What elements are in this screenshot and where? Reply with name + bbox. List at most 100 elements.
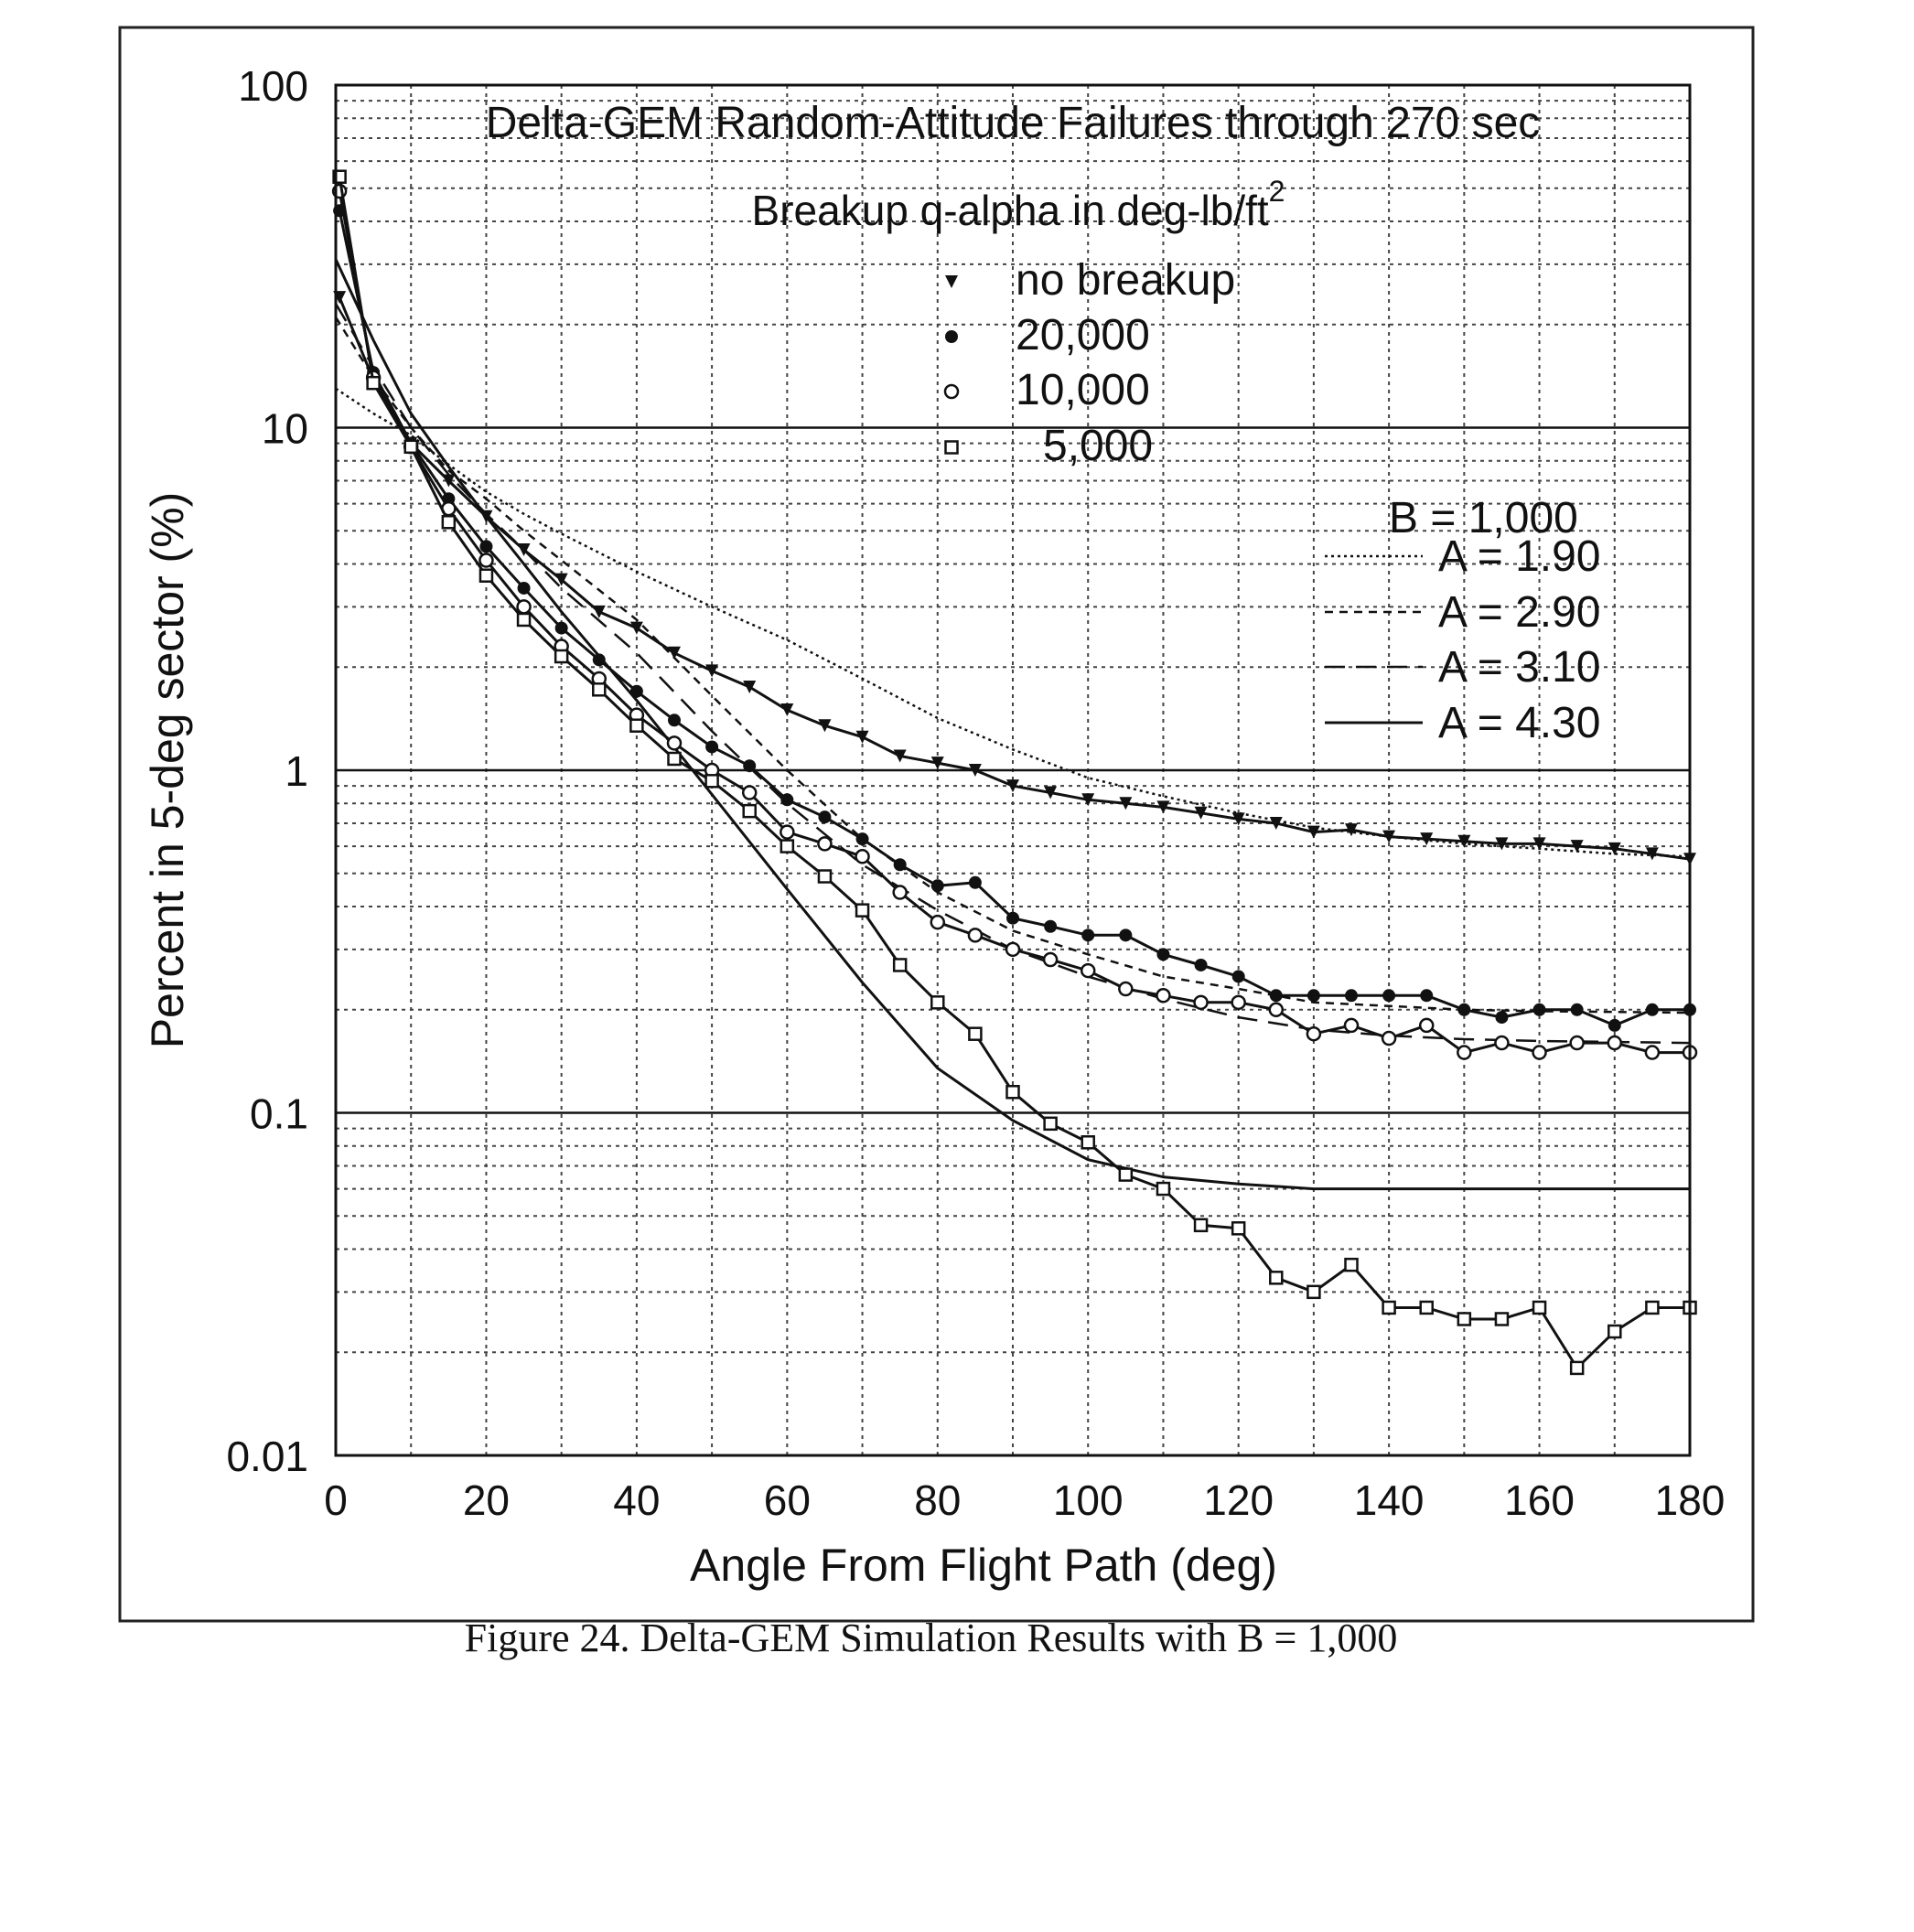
data-point: [516, 612, 532, 628]
data-point: [554, 573, 568, 586]
x-tick-label: 160: [1504, 1476, 1575, 1524]
data-point: [1382, 989, 1396, 1003]
legend-label-20-000: 20,000: [1016, 311, 1150, 360]
data-point: [1044, 919, 1058, 933]
data-point: [1306, 1025, 1322, 1042]
data-point: [892, 958, 908, 972]
data-point: [855, 903, 870, 918]
x-tick-label: 0: [324, 1476, 348, 1524]
legend-marker-5-000: [944, 440, 959, 455]
y-tick-label: 100: [238, 62, 308, 110]
data-point: [517, 543, 531, 557]
data-point: [855, 832, 869, 846]
data-point: [930, 914, 946, 930]
x-tick-label: 140: [1354, 1476, 1425, 1524]
data-point: [930, 879, 944, 893]
data-point: [1532, 1300, 1547, 1315]
legend-label-5-000: 5,000: [1043, 422, 1153, 470]
data-point: [1457, 834, 1471, 848]
data-point: [930, 995, 945, 1010]
data-point: [1042, 951, 1059, 968]
data-point: [1343, 1017, 1360, 1034]
data-point: [1043, 1116, 1058, 1132]
data-point: [1156, 1181, 1171, 1197]
data-point: [479, 510, 493, 523]
data-point: [1306, 1284, 1321, 1300]
data-point: [818, 810, 832, 824]
x-tick-label: 60: [764, 1476, 811, 1524]
data-point: [968, 875, 982, 889]
data-point: [1381, 1030, 1397, 1046]
data-point: [967, 928, 984, 943]
series-20-000: [333, 204, 1696, 1032]
data-point: [1420, 989, 1434, 1003]
data-point: [1118, 1167, 1134, 1182]
data-point: [1532, 1045, 1547, 1060]
data-point: [517, 581, 531, 595]
data-point: [366, 375, 381, 391]
data-point: [1231, 1221, 1246, 1236]
data-point: [1119, 797, 1133, 810]
fit-curve-a-4-30: [334, 258, 1690, 1191]
data-point: [1193, 1218, 1209, 1233]
y-tick-label: 0.1: [250, 1090, 308, 1138]
data-point: [1193, 994, 1209, 1011]
data-point: [478, 553, 494, 568]
data-point: [704, 774, 719, 789]
data-point: [1269, 1271, 1284, 1285]
series-5-000: [332, 169, 1697, 1376]
y-tick-label: 0.01: [226, 1433, 308, 1480]
data-point: [1570, 1003, 1584, 1016]
data-point: [780, 824, 795, 840]
x-tick-label: 100: [1053, 1476, 1124, 1524]
fit-legend-label-a-1-90: A = 1.90: [1438, 532, 1601, 581]
data-point: [1156, 948, 1170, 961]
data-point: [1608, 1018, 1621, 1032]
data-point: [1345, 823, 1358, 837]
data-point: [1644, 1045, 1661, 1060]
data-point: [817, 836, 833, 852]
data-point: [1418, 1017, 1435, 1034]
data-point: [855, 849, 870, 864]
data-point: [705, 664, 719, 678]
data-series: [331, 169, 1698, 1376]
data-point: [1081, 1135, 1095, 1150]
data-point: [1306, 989, 1320, 1003]
y-tick-label: 1: [285, 747, 308, 795]
data-point: [1268, 1002, 1285, 1018]
figure-caption: Figure 24. Delta-GEM Simulation Results …: [464, 1615, 1398, 1660]
data-point: [1231, 812, 1245, 826]
data-point: [1269, 989, 1283, 1003]
legend-marker-20-000: [945, 330, 958, 343]
fit-legend: B = 1,000 A = 1.90 A = 2.90 A = 3.10 A = 4.…: [1325, 494, 1601, 747]
data-point: [629, 718, 644, 733]
data-point: [1006, 779, 1019, 793]
data-point: [817, 869, 833, 884]
data-point: [478, 568, 494, 583]
data-point: [1156, 988, 1171, 1004]
data-point: [1044, 786, 1058, 800]
data-point: [1569, 1360, 1585, 1376]
data-point: [1494, 1035, 1510, 1051]
data-point: [442, 474, 456, 488]
data-point: [1081, 928, 1095, 942]
data-point: [592, 682, 607, 697]
data-point: [1306, 825, 1320, 839]
data-point: [1156, 800, 1170, 814]
chart-title: Delta-GEM Random-Attitude Failures throu…: [486, 99, 1541, 147]
data-point: [1345, 989, 1358, 1003]
data-point: [592, 605, 606, 618]
data-point: [1118, 981, 1134, 997]
data-point: [1005, 941, 1021, 958]
data-point: [668, 714, 681, 727]
legend-label-10-000: 10,000: [1016, 366, 1150, 414]
fit-legend-label-a-4-30: A = 4.30: [1438, 699, 1601, 747]
legend-label-no-breakup: no breakup: [1016, 256, 1235, 305]
data-point: [1607, 1035, 1623, 1051]
data-point: [893, 858, 907, 872]
data-point: [554, 649, 569, 664]
x-tick-label: 180: [1655, 1476, 1726, 1524]
data-point: [1269, 817, 1283, 831]
data-point: [1608, 842, 1621, 855]
